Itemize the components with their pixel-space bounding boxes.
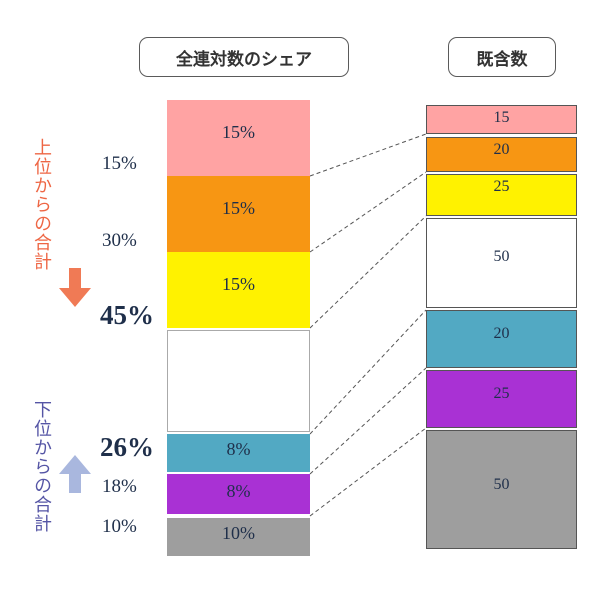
share-segment-3-label: 15%	[222, 274, 255, 294]
cumulative-bottom-18: 18%	[102, 476, 137, 497]
caption-bottom-cumulative: 下位からの合計	[31, 400, 52, 533]
count-segment-4-label: 50	[493, 248, 510, 265]
connector-line-2	[309, 171, 427, 253]
header-share-text: 全連対数のシェア	[176, 49, 312, 70]
share-segment-5: 8%	[167, 434, 310, 472]
share-segment-6-label: 8%	[226, 481, 251, 501]
connector-line-4	[309, 309, 427, 435]
connector-line-1	[309, 133, 427, 177]
count-segment-7-label: 50	[493, 476, 510, 493]
count-segment-1-label: 15	[493, 109, 510, 126]
connector-line-6	[309, 427, 427, 517]
count-segment-3: 25	[426, 174, 577, 216]
cumulative-top-30: 30%	[102, 230, 137, 251]
count-segment-6-label: 25	[493, 385, 510, 402]
count-segment-5: 20	[426, 310, 577, 368]
count-segment-2-label: 20	[493, 141, 510, 158]
share-segment-2: 15%	[167, 176, 310, 252]
share-segment-2-label: 15%	[222, 198, 255, 218]
count-segment-6: 25	[426, 370, 577, 428]
share-segment-7-label: 10%	[222, 523, 255, 543]
count-segment-1: 15	[426, 105, 577, 134]
count-segment-4: 50	[426, 218, 577, 308]
share-segment-3: 15%	[167, 252, 310, 328]
up-arrow-icon	[59, 455, 91, 493]
cumulative-bottom-26: 26%	[100, 432, 154, 462]
down-arrow-icon	[59, 268, 91, 307]
count-segment-7: 50	[426, 430, 577, 549]
count-segment-3-label: 25	[493, 178, 510, 195]
cumulative-top-15: 15%	[102, 153, 137, 174]
header-count: 既含数	[448, 37, 556, 77]
caption-top-cumulative: 上位からの合計	[31, 138, 52, 271]
share-segment-6: 8%	[167, 474, 310, 514]
header-count-text: 既含数	[476, 49, 528, 70]
share-segment-1-label: 15%	[222, 122, 255, 142]
cumulative-top-45: 45%	[100, 300, 154, 330]
share-segment-7: 10%	[167, 518, 310, 556]
share-segment-1: 15%	[167, 100, 310, 176]
count-segment-2: 20	[426, 137, 577, 172]
share-segment-5-label: 8%	[226, 439, 251, 459]
connector-line-5	[309, 367, 427, 475]
cumulative-bottom-10: 10%	[102, 516, 137, 537]
share-segment-4	[167, 330, 310, 432]
count-segment-5-label: 20	[493, 325, 510, 342]
connector-line-3	[309, 215, 427, 329]
header-share: 全連対数のシェア	[139, 37, 349, 77]
